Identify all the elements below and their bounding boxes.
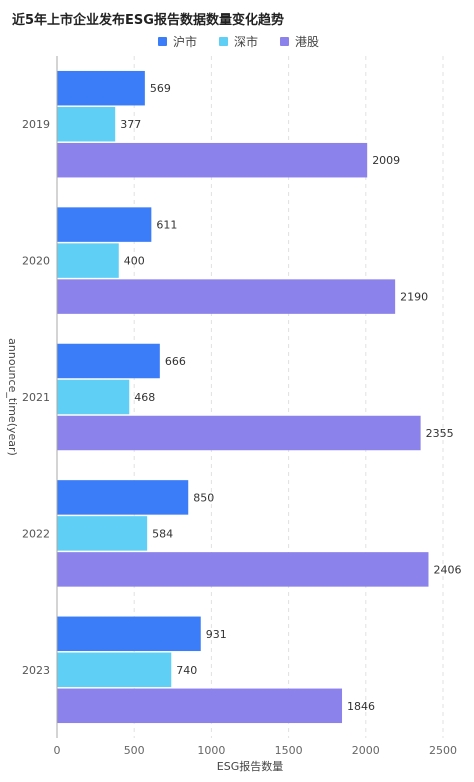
bar-2020-1 bbox=[57, 243, 119, 278]
bar-2023-1 bbox=[57, 652, 172, 688]
y-axis-title: announce_time(year) bbox=[6, 338, 19, 456]
bar-2022-2 bbox=[57, 552, 429, 587]
data-label-2020-2: 2190 bbox=[400, 291, 428, 304]
bar-2020-2 bbox=[57, 279, 396, 314]
data-label-2022-2: 2406 bbox=[433, 563, 461, 576]
data-label-2023-1: 740 bbox=[176, 664, 197, 677]
legend-label-2: 港股 bbox=[295, 35, 320, 49]
data-label-2019-0: 569 bbox=[150, 82, 171, 95]
data-label-2019-2: 2009 bbox=[372, 154, 400, 167]
legend-item-2[interactable]: 港股 bbox=[280, 33, 319, 50]
data-label-2020-0: 611 bbox=[156, 219, 177, 232]
y-tick-label-2022: 2022 bbox=[22, 527, 50, 540]
data-label-2020-1: 400 bbox=[124, 255, 145, 268]
y-tick-label-2020: 2020 bbox=[22, 255, 50, 268]
bar-2019-1 bbox=[57, 106, 116, 142]
legend-item-1[interactable]: 深市 bbox=[219, 33, 258, 50]
bar-2021-2 bbox=[57, 415, 421, 451]
data-label-2022-0: 850 bbox=[193, 491, 214, 504]
legend-item-0[interactable]: 沪市 bbox=[158, 33, 197, 50]
data-label-2019-1: 377 bbox=[120, 118, 141, 131]
y-tick-label-2019: 2019 bbox=[22, 118, 50, 131]
x-tick-label-3: 1500 bbox=[275, 744, 303, 757]
x-tick-label-2: 1000 bbox=[197, 744, 225, 757]
data-label-2021-0: 666 bbox=[165, 355, 186, 368]
bar-2021-1 bbox=[57, 379, 130, 415]
data-label-2022-1: 584 bbox=[152, 527, 173, 540]
bar-2023-2 bbox=[57, 688, 343, 724]
data-label-2021-1: 468 bbox=[134, 391, 155, 404]
x-tick-label-4: 2000 bbox=[352, 744, 380, 757]
x-tick-label-1: 500 bbox=[124, 744, 145, 757]
legend-swatch-0 bbox=[158, 37, 167, 46]
bar-2021-0 bbox=[57, 343, 160, 379]
legend-label-1: 深市 bbox=[234, 35, 259, 49]
bar-2019-0 bbox=[57, 70, 145, 106]
bar-2019-2 bbox=[57, 142, 368, 178]
bar-2023-0 bbox=[57, 616, 201, 652]
x-axis-title: ESG报告数量 bbox=[217, 759, 283, 773]
x-tick-label-5: 2500 bbox=[429, 744, 457, 757]
x-tick-label-0: 0 bbox=[54, 744, 61, 757]
data-label-2023-2: 1846 bbox=[347, 700, 375, 713]
legend-label-0: 沪市 bbox=[173, 35, 198, 49]
y-tick-label-2021: 2021 bbox=[22, 391, 50, 404]
y-tick-label-2023: 2023 bbox=[22, 664, 50, 677]
data-label-2021-2: 2355 bbox=[426, 427, 454, 440]
chart-title: 近5年上市企业发布ESG报告数据数量变化趋势 bbox=[12, 13, 284, 28]
legend: 沪市 深市 港股 bbox=[158, 33, 319, 50]
bar-2022-1 bbox=[57, 516, 148, 551]
legend-swatch-1 bbox=[219, 37, 229, 46]
legend-swatch-2 bbox=[280, 37, 290, 46]
bar-2022-0 bbox=[57, 480, 189, 515]
bar-2020-0 bbox=[57, 207, 152, 242]
data-label-2023-0: 931 bbox=[206, 628, 227, 641]
